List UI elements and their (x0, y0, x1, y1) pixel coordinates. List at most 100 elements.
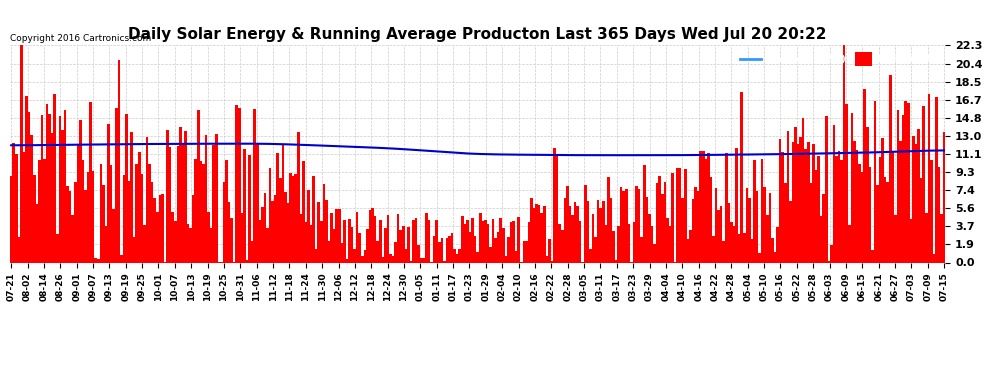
Bar (313, 176, 315, 262)
Bar (742, 233, 745, 262)
Bar (328, 240, 331, 262)
Bar (26, 96, 28, 262)
Bar (592, 214, 594, 262)
Bar (628, 224, 631, 262)
Bar (256, 143, 258, 262)
Bar (181, 144, 184, 262)
Bar (241, 213, 244, 262)
Bar (563, 198, 566, 262)
Bar (684, 169, 687, 262)
Bar (571, 215, 574, 262)
Bar (115, 108, 118, 262)
Bar (512, 221, 515, 262)
Bar (131, 132, 133, 262)
Bar (845, 104, 848, 262)
Bar (863, 90, 866, 262)
Bar (833, 125, 836, 262)
Bar (89, 102, 92, 262)
Bar (171, 212, 174, 262)
Bar (253, 109, 256, 262)
Bar (802, 118, 805, 262)
Bar (363, 251, 366, 262)
Bar (81, 160, 84, 262)
Bar (56, 234, 58, 262)
Bar (805, 149, 807, 262)
Bar (830, 244, 833, 262)
Bar (594, 237, 597, 262)
Bar (661, 194, 663, 262)
Bar (97, 260, 100, 262)
Bar (144, 225, 146, 262)
Bar (612, 231, 615, 262)
Bar (894, 215, 897, 262)
Bar (792, 142, 794, 262)
Bar (356, 211, 358, 262)
Bar (587, 201, 589, 262)
Title: Daily Solar Energy & Running Average Producton Last 365 Days Wed Jul 20 20:22: Daily Solar Energy & Running Average Pro… (129, 27, 827, 42)
Bar (920, 178, 923, 262)
Bar (648, 214, 650, 262)
Bar (753, 160, 755, 262)
Bar (663, 182, 666, 262)
Bar (150, 182, 153, 262)
Bar (348, 219, 350, 262)
Bar (497, 232, 500, 262)
Bar (938, 167, 940, 262)
Bar (320, 221, 323, 262)
Bar (102, 185, 105, 262)
Bar (838, 151, 841, 262)
Bar (105, 226, 107, 262)
Bar (763, 187, 766, 262)
Bar (453, 249, 455, 262)
Bar (755, 191, 758, 262)
Bar (545, 256, 548, 262)
Text: Copyright 2016 Cartronics.com: Copyright 2016 Cartronics.com (10, 34, 151, 43)
Bar (126, 114, 128, 262)
Bar (228, 202, 231, 262)
Bar (933, 254, 936, 262)
Bar (156, 212, 158, 262)
Bar (279, 178, 281, 262)
Bar (200, 160, 202, 262)
Bar (918, 129, 920, 262)
Bar (176, 146, 179, 262)
Bar (523, 241, 525, 262)
Bar (702, 151, 705, 262)
Bar (61, 130, 63, 262)
Bar (576, 206, 579, 262)
Bar (433, 236, 436, 262)
Bar (623, 191, 625, 262)
Bar (555, 155, 558, 262)
Bar (858, 164, 861, 262)
Bar (745, 188, 748, 262)
Bar (266, 228, 268, 262)
Bar (597, 200, 599, 262)
Bar (492, 219, 494, 262)
Bar (471, 219, 474, 262)
Bar (784, 183, 786, 262)
Bar (392, 256, 394, 262)
Bar (658, 176, 661, 262)
Bar (679, 168, 681, 262)
Bar (284, 192, 287, 262)
Bar (92, 171, 94, 262)
Bar (350, 226, 353, 262)
Bar (810, 183, 812, 262)
Bar (786, 130, 789, 262)
Bar (49, 114, 50, 262)
Bar (58, 116, 61, 262)
Bar (289, 173, 292, 262)
Bar (558, 224, 561, 262)
Bar (531, 198, 533, 262)
Bar (741, 92, 742, 262)
Bar (876, 184, 879, 262)
Bar (300, 214, 302, 262)
Bar (712, 236, 715, 262)
Bar (697, 191, 699, 262)
Bar (828, 261, 830, 262)
Bar (407, 227, 410, 262)
Bar (444, 261, 446, 262)
Bar (202, 165, 205, 262)
Bar (376, 241, 379, 262)
Bar (779, 140, 781, 262)
